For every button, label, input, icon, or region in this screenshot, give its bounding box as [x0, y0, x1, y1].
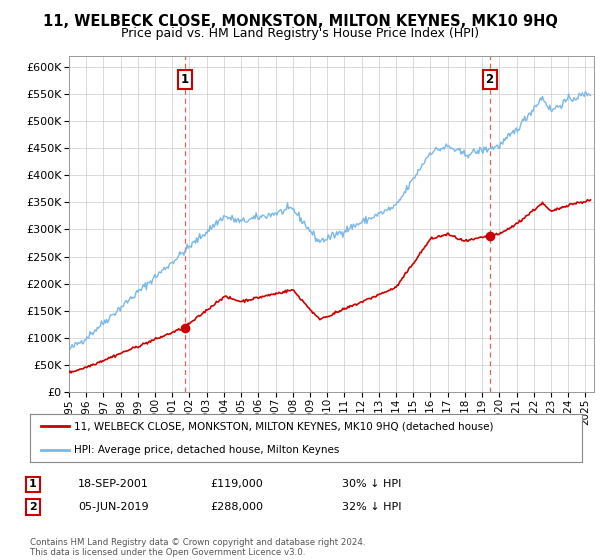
Text: 1: 1	[181, 73, 189, 86]
Text: 32% ↓ HPI: 32% ↓ HPI	[342, 502, 401, 512]
Text: 2: 2	[29, 502, 37, 512]
Text: 11, WELBECK CLOSE, MONKSTON, MILTON KEYNES, MK10 9HQ (detached house): 11, WELBECK CLOSE, MONKSTON, MILTON KEYN…	[74, 421, 494, 431]
Text: 2: 2	[485, 73, 494, 86]
Text: Contains HM Land Registry data © Crown copyright and database right 2024.
This d: Contains HM Land Registry data © Crown c…	[30, 538, 365, 557]
Text: 30% ↓ HPI: 30% ↓ HPI	[342, 479, 401, 489]
Text: 05-JUN-2019: 05-JUN-2019	[78, 502, 149, 512]
Text: £288,000: £288,000	[210, 502, 263, 512]
Text: 11, WELBECK CLOSE, MONKSTON, MILTON KEYNES, MK10 9HQ: 11, WELBECK CLOSE, MONKSTON, MILTON KEYN…	[43, 14, 557, 29]
Text: HPI: Average price, detached house, Milton Keynes: HPI: Average price, detached house, Milt…	[74, 445, 340, 455]
Text: £119,000: £119,000	[210, 479, 263, 489]
Text: Price paid vs. HM Land Registry's House Price Index (HPI): Price paid vs. HM Land Registry's House …	[121, 27, 479, 40]
Text: 18-SEP-2001: 18-SEP-2001	[78, 479, 149, 489]
Text: 1: 1	[29, 479, 37, 489]
